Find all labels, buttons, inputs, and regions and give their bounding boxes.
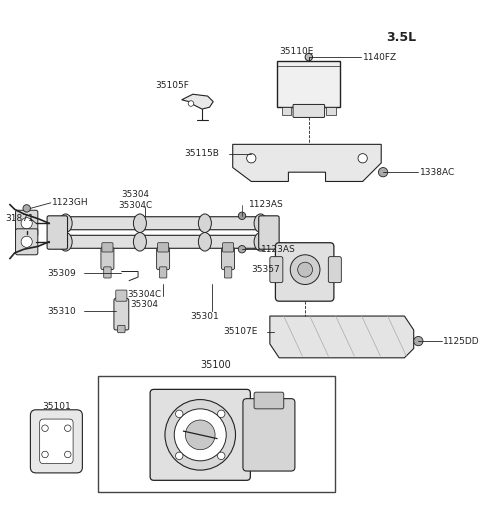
Circle shape <box>64 451 71 458</box>
FancyBboxPatch shape <box>156 248 169 270</box>
Text: 31871: 31871 <box>5 214 34 223</box>
Text: 35301: 35301 <box>191 312 219 321</box>
Circle shape <box>305 54 312 61</box>
Ellipse shape <box>198 214 211 233</box>
Text: 1125DD: 1125DD <box>444 337 480 346</box>
Text: 3.5L: 3.5L <box>386 31 417 44</box>
Circle shape <box>217 410 225 418</box>
FancyBboxPatch shape <box>102 243 113 252</box>
FancyBboxPatch shape <box>243 399 295 471</box>
Ellipse shape <box>59 233 72 251</box>
Circle shape <box>378 167 388 177</box>
FancyBboxPatch shape <box>101 248 114 270</box>
FancyBboxPatch shape <box>30 410 83 473</box>
Circle shape <box>247 154 256 163</box>
Text: 1123AS: 1123AS <box>261 245 295 254</box>
FancyBboxPatch shape <box>157 243 168 252</box>
Circle shape <box>21 236 32 248</box>
FancyBboxPatch shape <box>224 267 232 278</box>
FancyBboxPatch shape <box>47 216 68 249</box>
Circle shape <box>64 425 71 431</box>
Circle shape <box>176 410 183 418</box>
Circle shape <box>238 245 246 253</box>
FancyBboxPatch shape <box>254 392 284 409</box>
Text: 35105F: 35105F <box>156 82 189 91</box>
FancyBboxPatch shape <box>15 210 38 236</box>
Circle shape <box>185 420 215 449</box>
Text: 35101: 35101 <box>42 402 71 411</box>
FancyBboxPatch shape <box>223 243 234 252</box>
FancyBboxPatch shape <box>293 104 324 118</box>
FancyBboxPatch shape <box>64 217 263 229</box>
Text: 35304C
35304: 35304C 35304 <box>128 289 162 309</box>
Polygon shape <box>233 144 381 181</box>
Circle shape <box>174 409 226 461</box>
Text: 35357: 35357 <box>252 265 280 274</box>
Circle shape <box>165 400 236 470</box>
Circle shape <box>42 425 48 431</box>
FancyBboxPatch shape <box>259 216 279 249</box>
FancyBboxPatch shape <box>328 257 341 282</box>
Text: 35115B: 35115B <box>184 149 219 158</box>
FancyBboxPatch shape <box>276 243 334 301</box>
FancyBboxPatch shape <box>159 267 167 278</box>
FancyBboxPatch shape <box>270 257 283 282</box>
Text: 35110E: 35110E <box>279 47 313 56</box>
Bar <box>98 376 335 492</box>
Text: 1123GH: 1123GH <box>52 198 88 207</box>
Ellipse shape <box>133 214 146 233</box>
FancyBboxPatch shape <box>104 267 111 278</box>
Bar <box>282 107 291 114</box>
Polygon shape <box>181 94 213 109</box>
Circle shape <box>21 218 32 229</box>
Bar <box>277 61 340 107</box>
FancyBboxPatch shape <box>118 325 125 333</box>
Ellipse shape <box>198 233 211 251</box>
FancyBboxPatch shape <box>222 248 235 270</box>
FancyBboxPatch shape <box>40 419 73 464</box>
Text: 1140FZ: 1140FZ <box>363 52 397 61</box>
Text: 35107E: 35107E <box>224 328 258 337</box>
Text: 35304
35304C: 35304 35304C <box>118 190 152 210</box>
Circle shape <box>42 451 48 458</box>
Text: 35100: 35100 <box>201 360 231 370</box>
Text: 35309: 35309 <box>47 269 76 278</box>
Polygon shape <box>270 316 414 358</box>
Circle shape <box>238 212 246 219</box>
Ellipse shape <box>133 233 146 251</box>
FancyBboxPatch shape <box>150 390 251 480</box>
Circle shape <box>358 154 367 163</box>
Circle shape <box>290 255 320 285</box>
Circle shape <box>217 452 225 460</box>
Circle shape <box>176 452 183 460</box>
Circle shape <box>414 337 423 346</box>
Text: 35310: 35310 <box>47 307 76 316</box>
Text: 1338AC: 1338AC <box>420 167 456 176</box>
Bar <box>326 107 336 114</box>
Text: 1123AS: 1123AS <box>250 200 284 209</box>
Circle shape <box>188 101 194 107</box>
Circle shape <box>298 262 312 277</box>
Ellipse shape <box>59 214 72 233</box>
FancyBboxPatch shape <box>64 235 263 248</box>
Ellipse shape <box>254 214 267 233</box>
Circle shape <box>23 205 30 212</box>
FancyBboxPatch shape <box>15 229 38 255</box>
Ellipse shape <box>254 233 267 251</box>
FancyBboxPatch shape <box>116 290 127 301</box>
FancyBboxPatch shape <box>114 298 129 330</box>
